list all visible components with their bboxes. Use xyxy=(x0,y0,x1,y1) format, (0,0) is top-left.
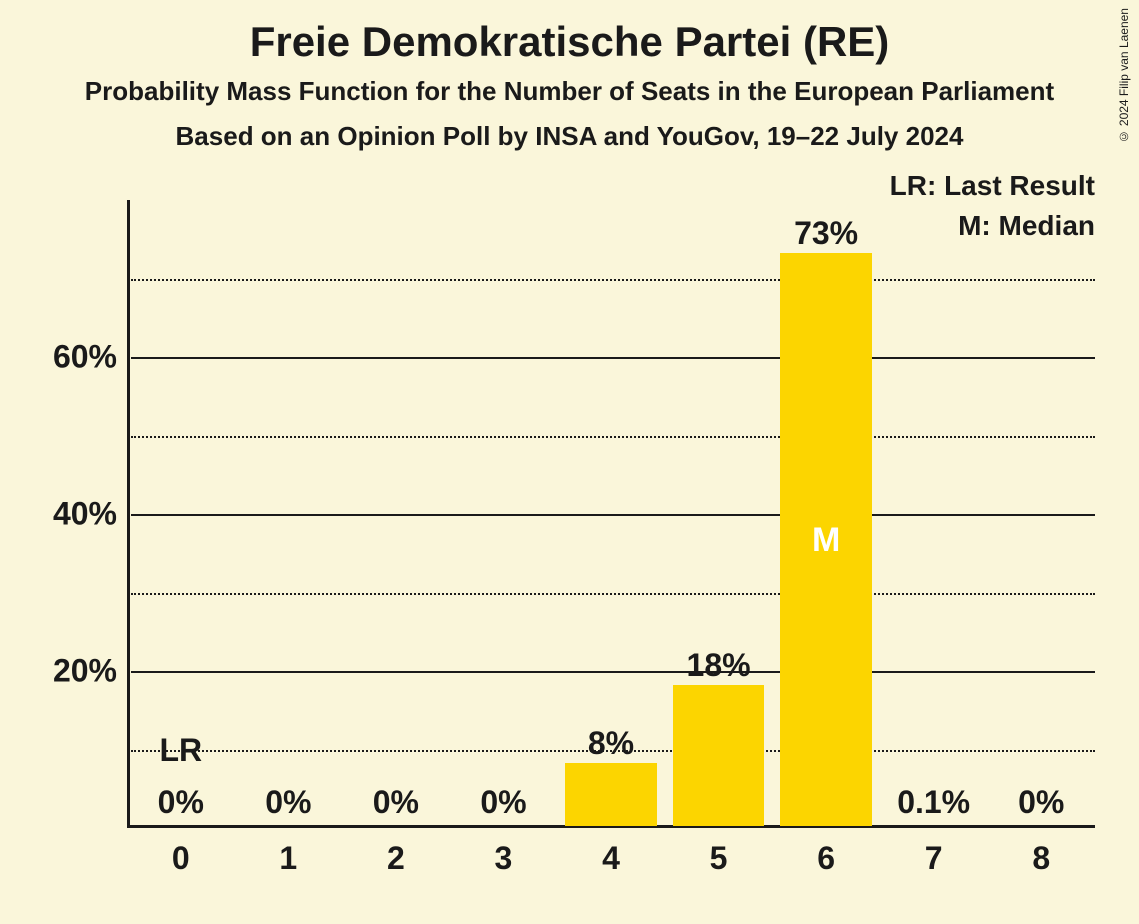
lr-marker: LR xyxy=(159,732,202,769)
y-tick-label: 20% xyxy=(53,653,117,690)
y-tick-label: 40% xyxy=(53,496,117,533)
legend-m: M: Median xyxy=(958,210,1095,242)
grid-major-line xyxy=(131,671,1095,673)
chart-plot-area: 20%40%60% 0%LR0%0%0%8%18%73%M0.1%0% 0123… xyxy=(127,200,1095,828)
bar xyxy=(673,685,764,826)
grid-minor-line xyxy=(131,436,1095,438)
x-tick-label: 2 xyxy=(387,840,405,877)
copyright-text: © 2024 Filip van Laenen xyxy=(1117,8,1131,143)
bar-value-label: 0% xyxy=(158,784,204,821)
grid-major-line xyxy=(131,357,1095,359)
x-tick-label: 3 xyxy=(495,840,513,877)
bar-value-label: 0.1% xyxy=(897,784,970,821)
chart-subtitle-2: Based on an Opinion Poll by INSA and You… xyxy=(0,121,1139,152)
y-tick-label: 60% xyxy=(53,339,117,376)
x-tick-label: 1 xyxy=(279,840,297,877)
grid-minor-line xyxy=(131,279,1095,281)
legend-lr: LR: Last Result xyxy=(890,170,1095,202)
bar-value-label: 0% xyxy=(373,784,419,821)
x-tick-label: 7 xyxy=(925,840,943,877)
bar-value-label: 73% xyxy=(794,215,858,252)
chart-title: Freie Demokratische Partei (RE) xyxy=(0,0,1139,66)
x-tick-label: 0 xyxy=(172,840,190,877)
x-tick-label: 5 xyxy=(710,840,728,877)
bar-value-label: 0% xyxy=(265,784,311,821)
y-axis xyxy=(127,200,130,828)
bar xyxy=(565,763,656,826)
bar-value-label: 0% xyxy=(1018,784,1064,821)
grid-major-line xyxy=(131,514,1095,516)
chart-subtitle-1: Probability Mass Function for the Number… xyxy=(0,76,1139,107)
x-tick-label: 8 xyxy=(1032,840,1050,877)
grid-minor-line xyxy=(131,593,1095,595)
x-tick-label: 4 xyxy=(602,840,620,877)
bar-value-label: 8% xyxy=(588,725,634,762)
bar-value-label: 0% xyxy=(480,784,526,821)
bar-value-label: 18% xyxy=(687,647,751,684)
x-tick-label: 6 xyxy=(817,840,835,877)
median-marker: M xyxy=(812,521,840,560)
